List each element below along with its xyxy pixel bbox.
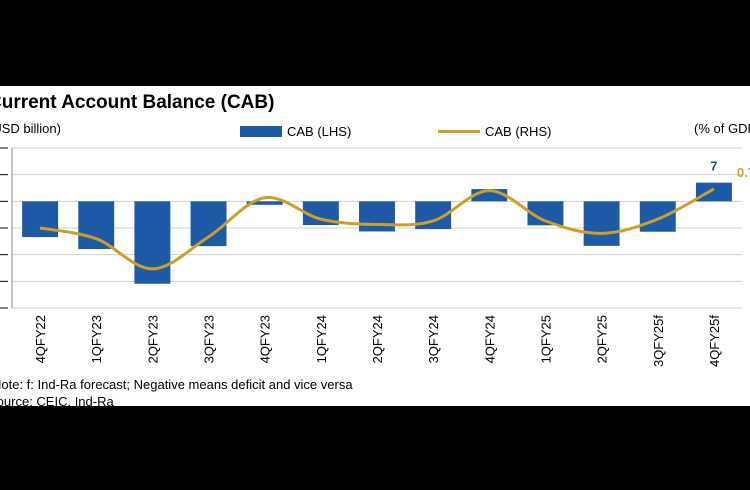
right-axis-unit: (% of GDP) bbox=[694, 121, 750, 136]
legend-swatch-bar bbox=[240, 126, 282, 137]
data-label: 7 bbox=[710, 159, 717, 174]
bar bbox=[302, 201, 339, 226]
legend-label-bar: CAB (LHS) bbox=[287, 124, 352, 139]
chart-title: Current Account Balance (CAB) bbox=[0, 92, 275, 113]
bar bbox=[695, 182, 732, 202]
bar bbox=[583, 201, 620, 246]
chart-source: Source: CEIC, Ind-Ra bbox=[0, 394, 114, 406]
bar bbox=[22, 201, 59, 238]
chart-note: Note: f: Ind-Ra forecast; Negative means… bbox=[0, 377, 353, 392]
series-line bbox=[39, 187, 715, 271]
legend-label-line: CAB (RHS) bbox=[485, 124, 552, 139]
legend-item-bar: CAB (LHS) bbox=[240, 124, 351, 139]
x-tick-label: 1QFY24 bbox=[314, 315, 329, 363]
x-tick-label: 3QFY24 bbox=[426, 315, 441, 363]
x-tick-label: 4QFY25f bbox=[707, 315, 722, 367]
x-tick-label: 4QFY23 bbox=[258, 315, 273, 363]
x-tick-label: 2QFY25 bbox=[595, 315, 610, 363]
x-tick-label: 2QFY23 bbox=[145, 315, 160, 363]
bar bbox=[134, 201, 171, 284]
bar bbox=[190, 201, 227, 247]
x-tick-label: 3QFY25f bbox=[651, 315, 666, 367]
data-label: 0.7 bbox=[737, 165, 750, 180]
x-tick-label: 2QFY24 bbox=[370, 315, 385, 363]
left-axis-unit: (USD billion) bbox=[0, 121, 61, 136]
legend-swatch-line bbox=[438, 130, 480, 133]
x-tick-label: 3QFY23 bbox=[202, 315, 217, 363]
bar bbox=[246, 201, 283, 205]
x-tick-label: 4QFY22 bbox=[33, 315, 48, 363]
chart-plot: 7 0.7 4QFY22 1QFY23 2QFY23 3QFY23 4QFY23 1QFY24… bbox=[0, 147, 750, 367]
bar bbox=[639, 201, 676, 232]
bar bbox=[78, 201, 115, 250]
x-tick-label: 1QFY25 bbox=[538, 315, 553, 363]
legend-item-line: CAB (RHS) bbox=[438, 124, 551, 139]
x-tick-label: 1QFY23 bbox=[89, 315, 104, 363]
chart-frame: Current Account Balance (CAB) (USD billi… bbox=[0, 86, 750, 406]
x-tick-label: 4QFY24 bbox=[482, 315, 497, 363]
bar bbox=[359, 201, 395, 232]
